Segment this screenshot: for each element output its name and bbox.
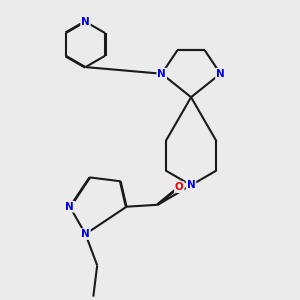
Text: N: N bbox=[187, 180, 195, 190]
Text: O: O bbox=[175, 182, 184, 192]
Text: N: N bbox=[81, 17, 90, 27]
Text: N: N bbox=[81, 229, 90, 239]
Text: N: N bbox=[158, 69, 166, 79]
Text: N: N bbox=[65, 202, 74, 212]
Text: N: N bbox=[216, 69, 225, 79]
